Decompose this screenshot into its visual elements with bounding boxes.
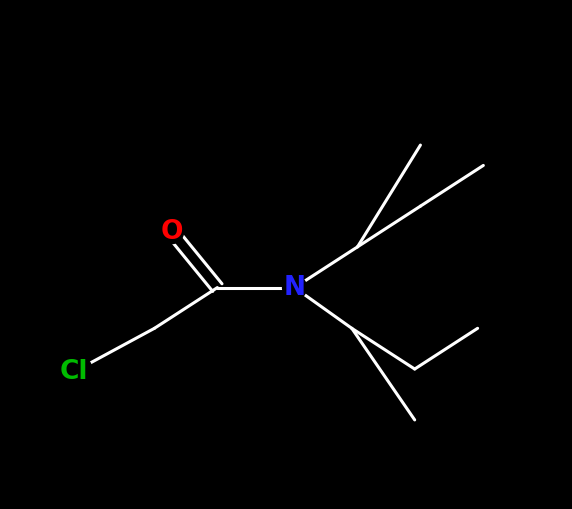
Circle shape [160,219,184,244]
Text: Cl: Cl [60,358,89,385]
Text: N: N [284,274,305,301]
Text: O: O [160,218,183,245]
Circle shape [283,275,307,300]
Circle shape [57,354,92,389]
